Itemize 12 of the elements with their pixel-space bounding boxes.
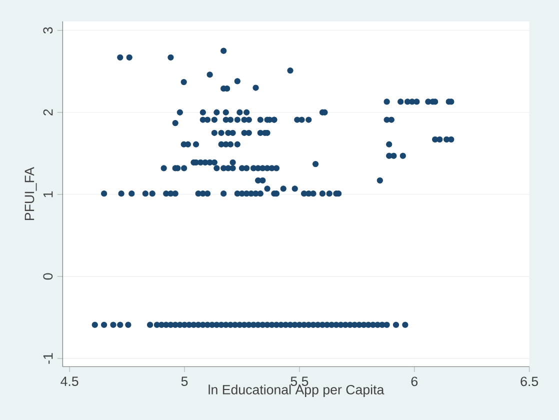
x-tick-label: 5.5 — [290, 376, 308, 386]
y-tick-label: -1 — [43, 353, 53, 364]
y-tick-label: 1 — [43, 191, 53, 198]
x-tick-label: 6 — [411, 376, 418, 386]
x-tick-label: 5 — [181, 376, 188, 386]
x-tick-label: 6.5 — [520, 376, 538, 386]
y-tick-label: 3 — [43, 27, 53, 34]
x-tick-label: 4.5 — [60, 376, 78, 386]
y-tick-label: 0 — [43, 273, 53, 280]
y-tick-label: 2 — [43, 109, 53, 116]
x-axis-title: ln Educational App per Capita — [208, 384, 384, 398]
y-axis-title: PFUI_FA — [24, 166, 37, 220]
